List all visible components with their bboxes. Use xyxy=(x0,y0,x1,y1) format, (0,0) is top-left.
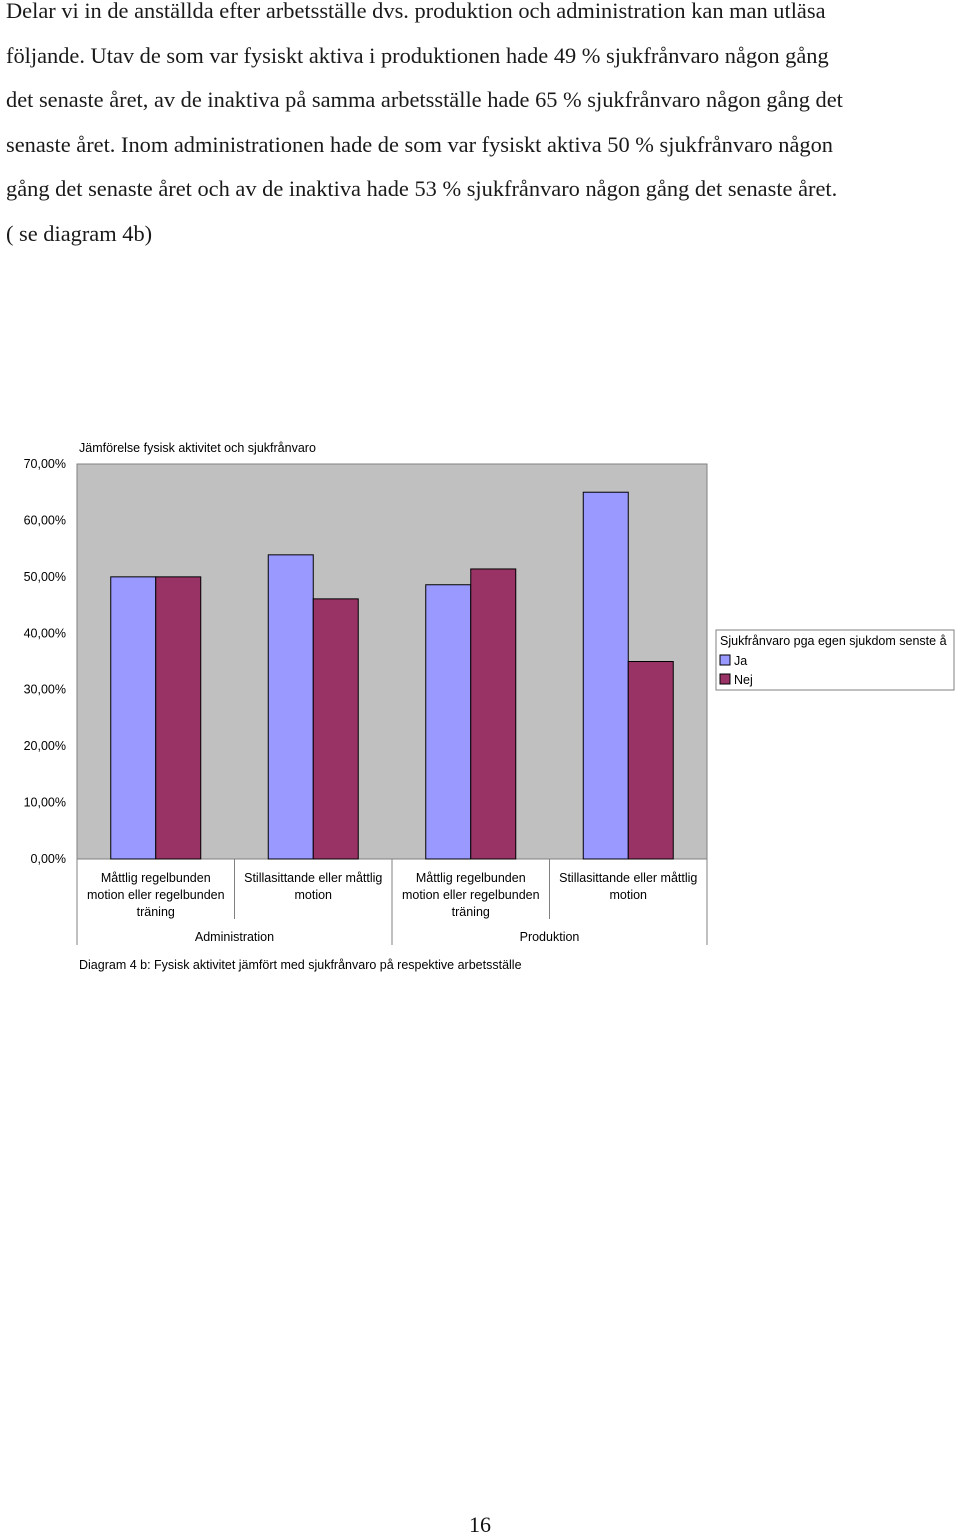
category-label: motion eller regelbunden xyxy=(87,888,225,902)
category-label: motion xyxy=(609,888,647,902)
paragraph-line: ( se diagram 4b) xyxy=(6,220,153,246)
legend-swatch-ja xyxy=(719,654,731,666)
bar-nej xyxy=(312,598,359,860)
y-tick-label: 50,00% xyxy=(24,570,66,584)
legend-box xyxy=(715,629,955,691)
legend-label: Ja xyxy=(734,654,747,668)
category-label: Måttlig regelbunden xyxy=(416,871,526,885)
legend-swatch-nej xyxy=(719,673,731,685)
bar-ja xyxy=(582,491,629,860)
category-label: Stillasittande eller måttlig xyxy=(244,871,382,885)
group-label: Administration xyxy=(195,930,274,944)
bar-ja xyxy=(110,576,157,860)
paragraph-line: senaste året. Inom administrationen hade… xyxy=(6,131,833,157)
paragraph-line: följande. Utav de som var fysiskt aktiva… xyxy=(6,42,829,68)
legend-label: Nej xyxy=(734,673,753,687)
y-tick-label: 20,00% xyxy=(24,739,66,753)
paragraph-line: gång det senaste året och av de inaktiva… xyxy=(6,176,838,201)
bar-ja xyxy=(267,554,314,860)
legend-title: Sjukfrånvaro pga egen sjukdom senste å xyxy=(720,634,947,648)
category-label: träning xyxy=(137,905,175,919)
bar-ja xyxy=(425,584,472,860)
y-tick-label: 60,00% xyxy=(24,513,66,527)
bar-nej xyxy=(155,576,202,860)
page-number: 16 xyxy=(469,1512,491,1537)
body-paragraph: Delar vi in de anställda efter arbetsstä… xyxy=(6,0,960,267)
figure-caption: Diagram 4 b: Fysisk aktivitet jämfört me… xyxy=(79,958,522,972)
category-label: motion eller regelbunden xyxy=(402,888,540,902)
category-label: Måttlig regelbunden xyxy=(101,871,211,885)
y-tick-label: 30,00% xyxy=(24,683,66,697)
y-tick-label: 70,00% xyxy=(24,457,66,471)
y-tick-label: 40,00% xyxy=(24,626,66,640)
category-label: motion xyxy=(294,888,332,902)
bar-nej xyxy=(470,568,517,860)
chart-title: Jämförelse fysisk aktivitet och sjukfrån… xyxy=(79,441,316,455)
category-label: Stillasittande eller måttlig xyxy=(559,871,697,885)
group-label: Produktion xyxy=(520,930,580,944)
category-label: träning xyxy=(452,905,490,919)
paragraph-line: det senaste året, av de inaktiva på samm… xyxy=(6,87,843,112)
y-tick-label: 0,00% xyxy=(31,852,66,866)
y-tick-label: 10,00% xyxy=(24,796,66,810)
bar-nej xyxy=(627,661,674,860)
bar-chart: 0,00% 10,00% 20,00% 30,00% 40,00% 50,00% 60,00… xyxy=(24,441,955,972)
paragraph-line: Delar vi in de anställda efter arbetsstä… xyxy=(6,0,826,23)
